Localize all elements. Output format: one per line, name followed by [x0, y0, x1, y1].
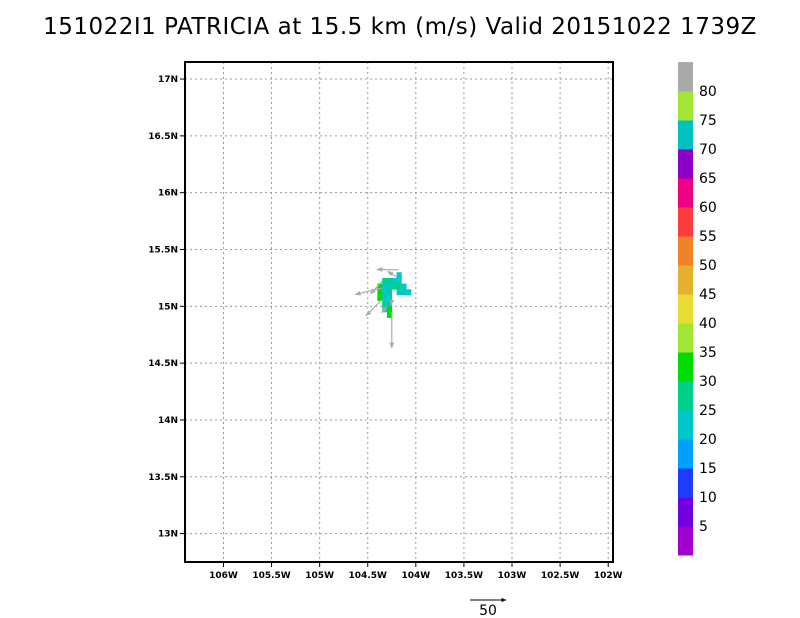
wind-speed-cell [386, 283, 393, 290]
wind-speed-cell [382, 294, 388, 301]
wind-vector-arrow [376, 267, 399, 272]
colorbar-swatch [678, 439, 693, 469]
wind-speed-cell [396, 272, 402, 279]
colorbar-swatch [678, 381, 693, 411]
reference-vector-label: 50 [479, 603, 497, 618]
wind-vector-arrow [381, 305, 388, 314]
colorbar-swatch [678, 120, 693, 150]
wind-speed-cell [401, 289, 407, 296]
wind-speed-cell [382, 289, 388, 296]
colorbar-swatch [678, 468, 693, 498]
colorbar-swatch [678, 236, 693, 266]
wind-speed-cell [396, 283, 402, 290]
wind-vector-arrow [354, 287, 383, 296]
colorbar-label: 70 [699, 142, 717, 158]
wind-speed-cell [386, 294, 393, 301]
colorbar-label: 50 [699, 258, 717, 274]
wind-speed-cell [386, 312, 393, 318]
wind-speed-cells [377, 272, 412, 318]
colorbar-label: 60 [699, 200, 717, 216]
y-tick-label: 14.5N [148, 359, 178, 369]
y-tick-label: 14N [158, 416, 178, 426]
plot-frame [184, 61, 614, 563]
colorbar-swatch [678, 526, 693, 556]
wind-speed-cell [396, 277, 402, 284]
x-tick-label: 103.5W [445, 571, 483, 581]
wind-speed-cell [386, 300, 393, 307]
colorbar-label: 30 [699, 374, 717, 390]
wind-speed-cell [377, 283, 383, 290]
colorbar-label: 15 [699, 461, 717, 477]
colorbar-swatch [678, 323, 693, 353]
colorbar-swatch [678, 294, 693, 324]
colorbar-label: 5 [699, 519, 708, 535]
x-tick-label: 102W [594, 571, 623, 581]
x-tick-label: 105W [305, 571, 334, 581]
y-tick-label: 17N [158, 75, 178, 85]
colorbar-label: 45 [699, 287, 717, 303]
y-tick-label: 13N [158, 530, 178, 540]
x-tick-label: 104.5W [349, 571, 387, 581]
y-tick-label: 16.5N [148, 132, 178, 142]
colorbar-label: 25 [699, 403, 717, 419]
wind-vector-arrow [389, 299, 395, 306]
y-tick-label: 15N [158, 302, 178, 312]
wind-vector-arrow [370, 280, 383, 295]
colorbar-label: 10 [699, 490, 717, 506]
wind-speed-cell [386, 277, 393, 284]
gridlines [185, 62, 613, 562]
colorbar-label: 65 [699, 171, 717, 187]
wind-speed-cell [382, 283, 388, 290]
wind-speed-cell [401, 283, 407, 290]
wind-speed-cell [386, 289, 393, 296]
y-tick-label: 15.5N [148, 246, 178, 256]
x-tick-label: 104W [401, 571, 430, 581]
x-tick-label: 103W [498, 571, 527, 581]
colorbar: 5 10 15 20 25 30 35 40 45 50 55 60 65 70 75 80 [678, 62, 717, 556]
y-tick-label: 13.5N [148, 473, 178, 483]
x-tick-label: 102.5W [541, 571, 579, 581]
colorbar-swatch [678, 178, 693, 208]
x-tick-label: 106W [209, 571, 238, 581]
wind-speed-cell [391, 277, 397, 284]
wind-speed-cell [377, 289, 383, 296]
colorbar-swatch [678, 91, 693, 121]
wind-vector-arrow [365, 299, 383, 317]
colorbar-label: 80 [699, 84, 717, 100]
y-tick-label: 16N [158, 189, 178, 199]
x-tick-label: 105.5W [252, 571, 290, 581]
y-axis-ticks: 13N 13.5N 14N 14.5N 15N 15.5N 16N 16.5N 17N [148, 75, 185, 540]
colorbar-swatch [678, 497, 693, 527]
colorbar-label: 35 [699, 345, 717, 361]
wind-vectors [354, 267, 399, 349]
x-axis-ticks: 106W 105.5W 105W 104.5W 104W 103.5W 103W 102.5W… [209, 562, 623, 581]
wind-speed-cell [382, 277, 388, 284]
wind-speed-cell [396, 289, 402, 296]
chart-title: 151022I1 PATRICIA at 15.5 km (m/s) Valid… [43, 14, 757, 40]
colorbar-swatch [678, 352, 693, 382]
wind-speed-cell [406, 289, 412, 296]
wind-speed-cell [391, 283, 397, 290]
colorbar-swatch [678, 207, 693, 237]
colorbar-swatch [678, 265, 693, 295]
colorbar-label: 75 [699, 113, 717, 129]
colorbar-label: 20 [699, 432, 717, 448]
colorbar-swatch [678, 149, 693, 179]
wind-speed-cell [377, 294, 383, 301]
reference-vector: 50 [470, 598, 507, 618]
colorbar-swatch [678, 62, 693, 92]
wind-speed-cell [386, 306, 393, 313]
wind-speed-cell [382, 300, 388, 307]
colorbar-label: 55 [699, 229, 717, 245]
colorbar-swatch [678, 410, 693, 440]
wind-vector-arrow [387, 270, 397, 278]
colorbar-label: 40 [699, 316, 717, 332]
